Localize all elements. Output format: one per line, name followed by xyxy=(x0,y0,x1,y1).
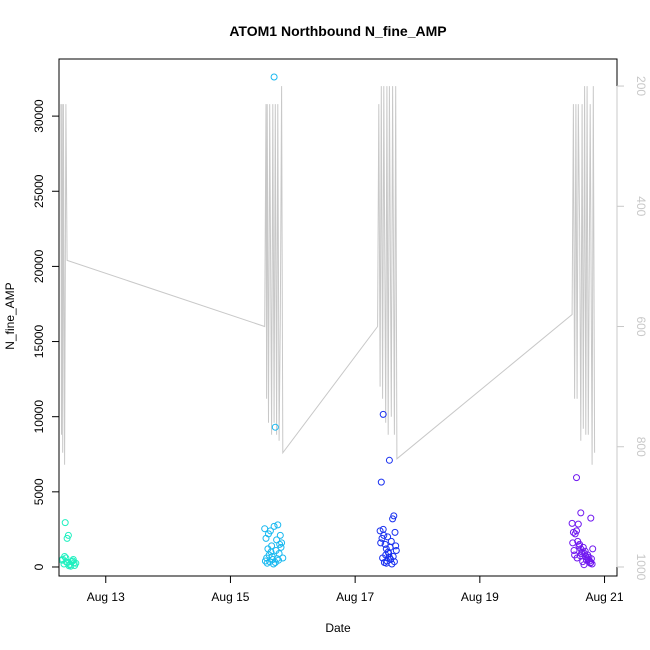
data-point xyxy=(570,547,578,554)
data-point xyxy=(379,525,387,533)
plot-area xyxy=(58,58,618,577)
data-point xyxy=(377,539,385,547)
data-point xyxy=(61,519,69,527)
data-point xyxy=(276,531,284,539)
y2-tick-label: 400 xyxy=(634,196,648,216)
data-point xyxy=(377,478,385,486)
x-axis: Aug 13 Aug 15 Aug 17 Aug 19 Aug 21 xyxy=(87,575,624,604)
data-point xyxy=(578,550,585,557)
data-point xyxy=(62,554,70,562)
data-point xyxy=(573,474,580,482)
y-tick-label: 30000 xyxy=(32,99,46,133)
data-point xyxy=(270,522,278,530)
x-tick-label: Aug 13 xyxy=(87,590,125,604)
data-point xyxy=(575,542,583,550)
depth-line-layer xyxy=(60,86,596,465)
y2-tick-label: 1000 xyxy=(634,554,648,581)
x-axis-label: Date xyxy=(325,621,351,635)
data-point xyxy=(384,548,392,556)
data-point xyxy=(573,527,580,535)
data-point xyxy=(70,559,78,567)
data-point xyxy=(274,521,282,529)
data-point xyxy=(59,555,67,563)
chart-title: ATOM1 Northbound N_fine_AMP xyxy=(229,23,446,39)
data-point xyxy=(278,539,286,547)
x-tick-label: Aug 19 xyxy=(461,590,499,604)
data-point xyxy=(273,555,281,563)
data-point xyxy=(387,537,395,545)
data-point xyxy=(392,542,400,550)
y-axis: 0 5000 10000 15000 20000 25000 30000 xyxy=(32,99,60,570)
data-point xyxy=(392,547,400,554)
data-point xyxy=(385,456,393,464)
data-point xyxy=(574,520,582,528)
y-tick-label: 10000 xyxy=(32,400,46,434)
data-point xyxy=(66,560,74,568)
data-point xyxy=(64,531,72,539)
secondary-y-axis: 200 400 600 800 1000 xyxy=(616,76,648,581)
data-point xyxy=(381,540,389,548)
y-tick-label: 25000 xyxy=(32,174,46,208)
y-axis-label: N_fine_AMP xyxy=(3,282,17,349)
data-point xyxy=(275,556,282,564)
data-point xyxy=(390,558,398,566)
data-point xyxy=(586,559,594,567)
x-tick-label: Aug 21 xyxy=(586,590,624,604)
data-point xyxy=(272,547,280,554)
data-point xyxy=(270,73,278,81)
y2-tick-label: 600 xyxy=(634,317,648,337)
data-point xyxy=(569,539,577,547)
y-tick-label: 0 xyxy=(32,563,46,570)
data-point xyxy=(587,514,595,522)
data-point xyxy=(270,560,277,568)
points-layer xyxy=(58,73,597,570)
y-tick-label: 5000 xyxy=(32,478,46,505)
data-point xyxy=(65,562,73,570)
x-tick-label: Aug 15 xyxy=(211,590,249,604)
y2-tick-label: 800 xyxy=(634,437,648,457)
data-point xyxy=(271,423,279,431)
data-point xyxy=(389,553,397,560)
data-point xyxy=(390,512,398,520)
data-point xyxy=(589,545,597,553)
data-point xyxy=(391,528,399,536)
data-point xyxy=(265,530,272,538)
depth-line xyxy=(60,86,596,465)
plot-frame xyxy=(58,58,618,577)
data-point xyxy=(261,525,269,533)
y2-tick-label: 200 xyxy=(634,76,648,96)
data-point xyxy=(382,559,390,567)
data-point xyxy=(385,553,393,561)
data-point xyxy=(577,509,585,517)
data-point xyxy=(276,540,284,548)
data-point xyxy=(587,555,595,563)
data-point xyxy=(379,410,387,418)
y-tick-label: 20000 xyxy=(32,249,46,283)
data-point xyxy=(267,548,275,556)
data-point xyxy=(568,519,576,527)
x-tick-label: Aug 17 xyxy=(336,590,374,604)
data-point xyxy=(384,533,392,541)
y-tick-label: 15000 xyxy=(32,325,46,359)
